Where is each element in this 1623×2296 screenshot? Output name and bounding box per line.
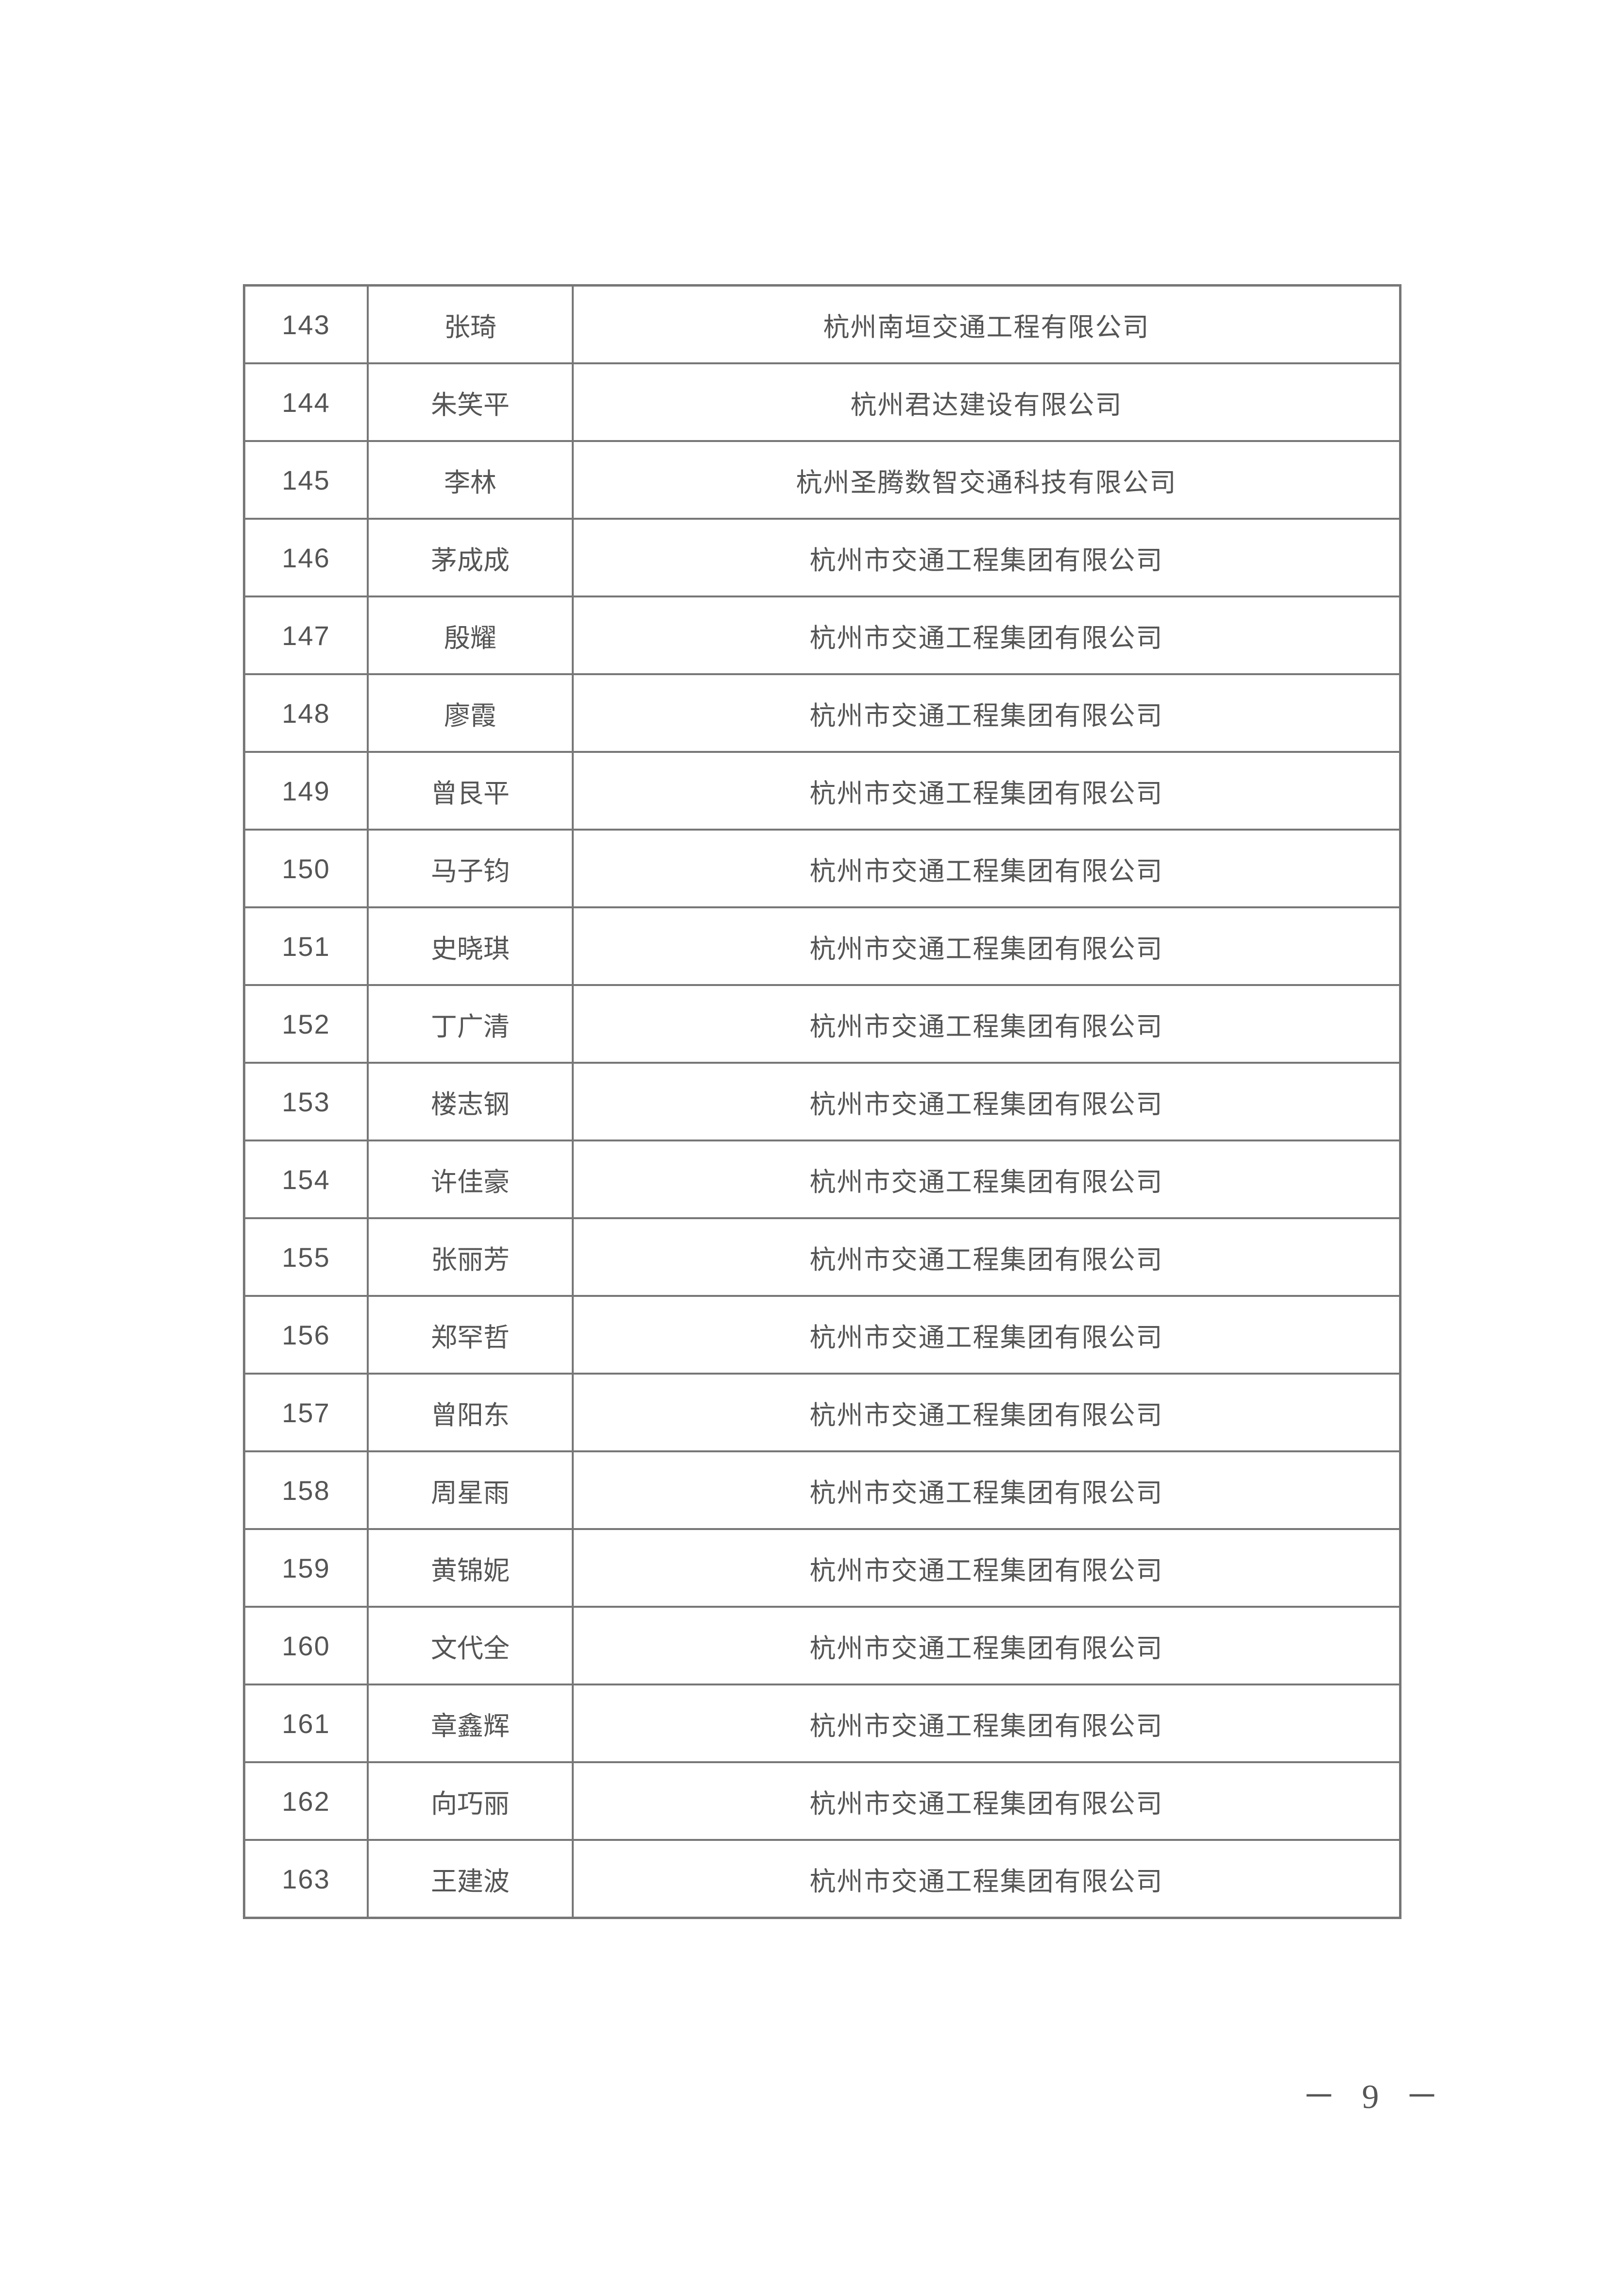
person-name: 史晓琪 [367,906,574,986]
organization-name: 杭州市交通工程集团有限公司 [572,1217,1401,1297]
row-number: 144 [243,362,369,442]
row-number: 156 [243,1295,369,1375]
row-number: 143 [243,284,369,364]
person-name: 黄锦妮 [367,1528,574,1608]
person-name: 许佳豪 [367,1139,574,1219]
row-number: 155 [243,1217,369,1297]
person-name: 郑罕哲 [367,1295,574,1375]
organization-name: 杭州市交通工程集团有限公司 [572,1139,1401,1219]
table-row: 154 许佳豪 杭州市交通工程集团有限公司 [243,1139,1401,1219]
row-number: 160 [243,1606,369,1685]
row-number: 161 [243,1684,369,1763]
organization-name: 杭州市交通工程集团有限公司 [572,1528,1401,1608]
organization-name: 杭州市交通工程集团有限公司 [572,1373,1401,1452]
organization-name: 杭州市交通工程集团有限公司 [572,829,1401,908]
organization-name: 杭州市交通工程集团有限公司 [572,751,1401,831]
table-row: 149 曾艮平 杭州市交通工程集团有限公司 [243,751,1401,831]
person-name: 张琦 [367,284,574,364]
row-number: 159 [243,1528,369,1608]
table-row: 160 文代全 杭州市交通工程集团有限公司 [243,1606,1401,1685]
row-number: 148 [243,673,369,753]
person-name: 楼志钢 [367,1062,574,1141]
organization-name: 杭州市交通工程集团有限公司 [572,906,1401,986]
person-name: 茅成成 [367,518,574,597]
organization-name: 杭州市交通工程集团有限公司 [572,1761,1401,1841]
row-number: 153 [243,1062,369,1141]
table-row: 158 周星雨 杭州市交通工程集团有限公司 [243,1450,1401,1530]
organization-name: 杭州南垣交通工程有限公司 [572,284,1401,364]
table-row: 161 章鑫辉 杭州市交通工程集团有限公司 [243,1684,1401,1763]
organization-name: 杭州圣腾数智交通科技有限公司 [572,440,1401,520]
table-row: 143 张琦 杭州南垣交通工程有限公司 [243,284,1401,364]
organization-name: 杭州市交通工程集团有限公司 [572,1684,1401,1763]
table-row: 155 张丽芳 杭州市交通工程集团有限公司 [243,1217,1401,1297]
table-row: 144 朱笑平 杭州君达建设有限公司 [243,362,1401,442]
person-name: 丁广清 [367,984,574,1064]
person-name: 李林 [367,440,574,520]
table-row: 163 王建波 杭州市交通工程集团有限公司 [243,1839,1401,1919]
table-row: 157 曾阳东 杭州市交通工程集团有限公司 [243,1373,1401,1452]
table-row: 147 殷耀 杭州市交通工程集团有限公司 [243,595,1401,675]
table-row: 151 史晓琪 杭州市交通工程集团有限公司 [243,906,1401,986]
person-name: 张丽芳 [367,1217,574,1297]
table-body: 143 张琦 杭州南垣交通工程有限公司 144 朱笑平 杭州君达建设有限公司 145 李林 杭州… [243,284,1401,1919]
row-number: 157 [243,1373,369,1452]
person-name: 曾艮平 [367,751,574,831]
organization-name: 杭州市交通工程集团有限公司 [572,1606,1401,1685]
row-number: 158 [243,1450,369,1530]
person-name: 王建波 [367,1839,574,1919]
organization-name: 杭州市交通工程集团有限公司 [572,984,1401,1064]
personnel-table: 143 张琦 杭州南垣交通工程有限公司 144 朱笑平 杭州君达建设有限公司 145 李林 杭州… [243,284,1401,1919]
organization-name: 杭州市交通工程集团有限公司 [572,1062,1401,1141]
table-row: 162 向巧丽 杭州市交通工程集团有限公司 [243,1761,1401,1841]
row-number: 163 [243,1839,369,1919]
table-row: 153 楼志钢 杭州市交通工程集团有限公司 [243,1062,1401,1141]
organization-name: 杭州市交通工程集团有限公司 [572,595,1401,675]
person-name: 章鑫辉 [367,1684,574,1763]
row-number: 146 [243,518,369,597]
person-name: 廖霞 [367,673,574,753]
row-number: 154 [243,1139,369,1219]
row-number: 147 [243,595,369,675]
table-row: 150 马子钧 杭州市交通工程集团有限公司 [243,829,1401,908]
row-number: 151 [243,906,369,986]
table-row: 148 廖霞 杭州市交通工程集团有限公司 [243,673,1401,753]
person-name: 殷耀 [367,595,574,675]
table-row: 156 郑罕哲 杭州市交通工程集团有限公司 [243,1295,1401,1375]
organization-name: 杭州君达建设有限公司 [572,362,1401,442]
person-name: 曾阳东 [367,1373,574,1452]
row-number: 162 [243,1761,369,1841]
person-name: 马子钧 [367,829,574,908]
organization-name: 杭州市交通工程集团有限公司 [572,1839,1401,1919]
table-row: 159 黄锦妮 杭州市交通工程集团有限公司 [243,1528,1401,1608]
table-row: 146 茅成成 杭州市交通工程集团有限公司 [243,518,1401,597]
row-number: 145 [243,440,369,520]
table-row: 145 李林 杭州圣腾数智交通科技有限公司 [243,440,1401,520]
page-number: － 9 － [1302,2078,1448,2116]
organization-name: 杭州市交通工程集团有限公司 [572,1450,1401,1530]
row-number: 152 [243,984,369,1064]
organization-name: 杭州市交通工程集团有限公司 [572,1295,1401,1375]
row-number: 149 [243,751,369,831]
table-row: 152 丁广清 杭州市交通工程集团有限公司 [243,984,1401,1064]
person-name: 朱笑平 [367,362,574,442]
person-name: 向巧丽 [367,1761,574,1841]
row-number: 150 [243,829,369,908]
organization-name: 杭州市交通工程集团有限公司 [572,673,1401,753]
person-name: 周星雨 [367,1450,574,1530]
person-name: 文代全 [367,1606,574,1685]
organization-name: 杭州市交通工程集团有限公司 [572,518,1401,597]
